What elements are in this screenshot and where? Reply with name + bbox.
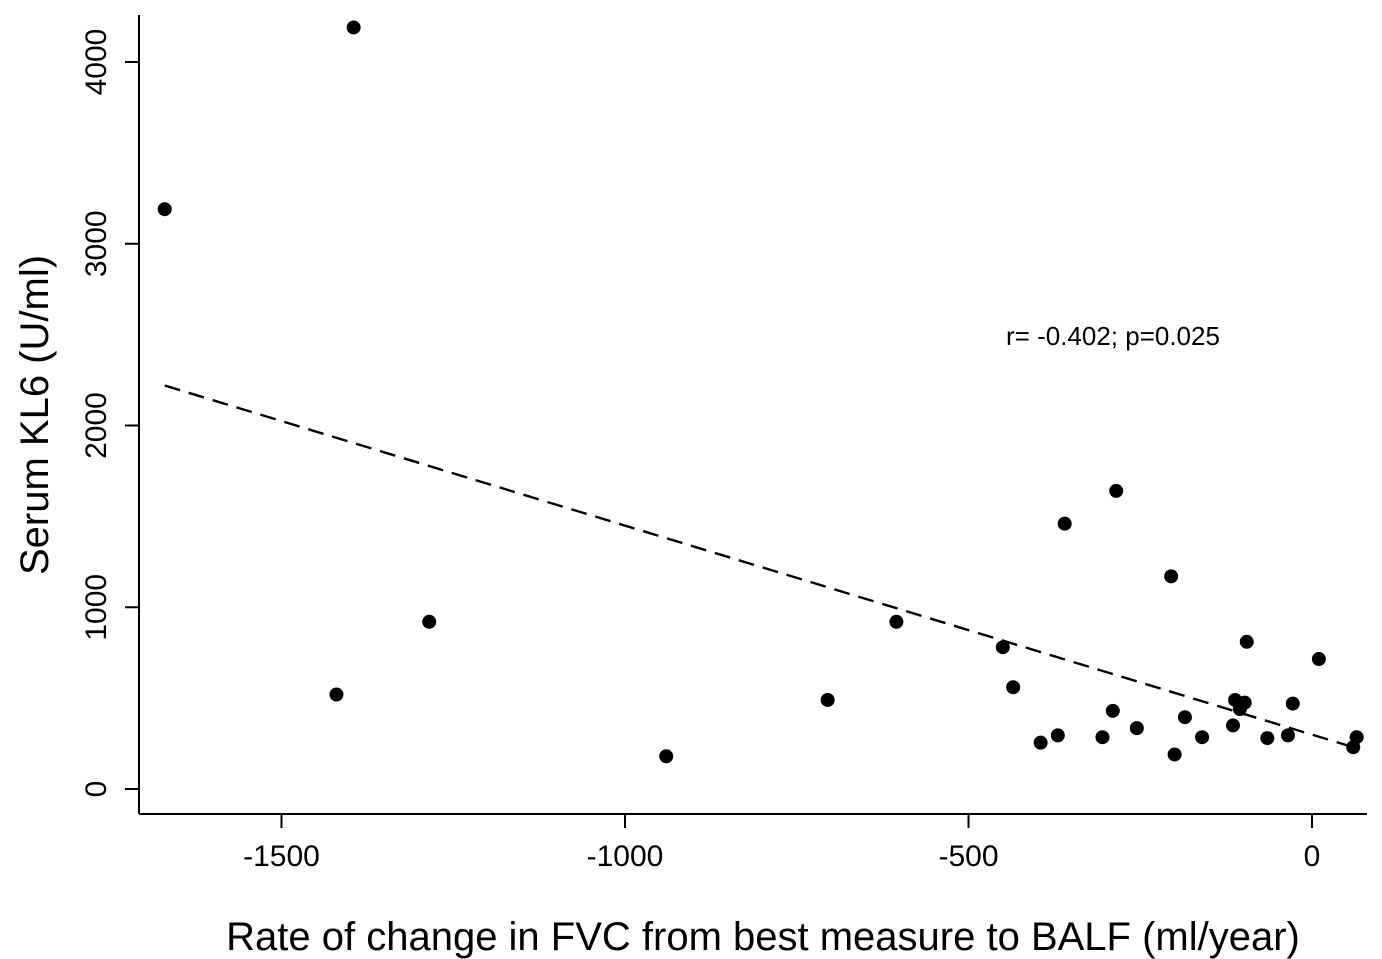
x-axis-title: Rate of change in FVC from best measure … <box>226 915 1300 959</box>
data-point <box>1050 728 1065 743</box>
data-point <box>1260 731 1275 746</box>
y-tick-label: 0 <box>80 781 113 798</box>
x-tick-label: -500 <box>938 840 998 873</box>
data-point <box>422 614 437 629</box>
trend-line <box>164 384 1354 749</box>
data-point <box>1349 730 1364 745</box>
axes: -1500 -1000 -500 0 0 1000 2000 3000 4000 <box>80 15 1367 873</box>
data-point <box>1129 721 1144 736</box>
data-point <box>157 202 172 217</box>
y-axis-title: Serum KL6 (U/ml) <box>13 255 57 575</box>
data-point <box>1195 730 1210 745</box>
data-point <box>1237 695 1252 710</box>
data-point <box>1006 680 1021 695</box>
data-point <box>1239 634 1254 649</box>
y-tick-label: 4000 <box>80 29 113 96</box>
data-point <box>1033 735 1048 750</box>
data-point <box>659 749 674 764</box>
x-tick-label: 0 <box>1304 840 1321 873</box>
data-point <box>1095 730 1110 745</box>
data-point <box>820 692 835 707</box>
y-tick-label: 1000 <box>80 574 113 641</box>
data-point <box>1225 718 1240 733</box>
data-point <box>1177 710 1192 725</box>
data-point <box>329 687 344 702</box>
data-point <box>1280 728 1295 743</box>
data-point <box>1167 747 1182 762</box>
x-tick-label: -1500 <box>243 840 320 873</box>
x-tick-label: -1000 <box>587 840 664 873</box>
data-point <box>346 20 361 35</box>
data-point <box>995 640 1010 655</box>
data-point <box>1105 703 1120 718</box>
y-tick-label: 3000 <box>80 210 113 277</box>
data-points <box>157 20 1364 764</box>
trendline-layer <box>164 384 1354 749</box>
data-point <box>1164 569 1179 584</box>
data-point <box>1311 652 1326 667</box>
labels: r= -0.402; p=0.025 Rate of change in FVC… <box>13 255 1300 959</box>
data-point <box>1057 516 1072 531</box>
data-point <box>1109 483 1124 498</box>
y-tick-label: 2000 <box>80 392 113 459</box>
correlation-annotation: r= -0.402; p=0.025 <box>1006 321 1220 351</box>
data-point <box>889 614 904 629</box>
data-point <box>1285 696 1300 711</box>
